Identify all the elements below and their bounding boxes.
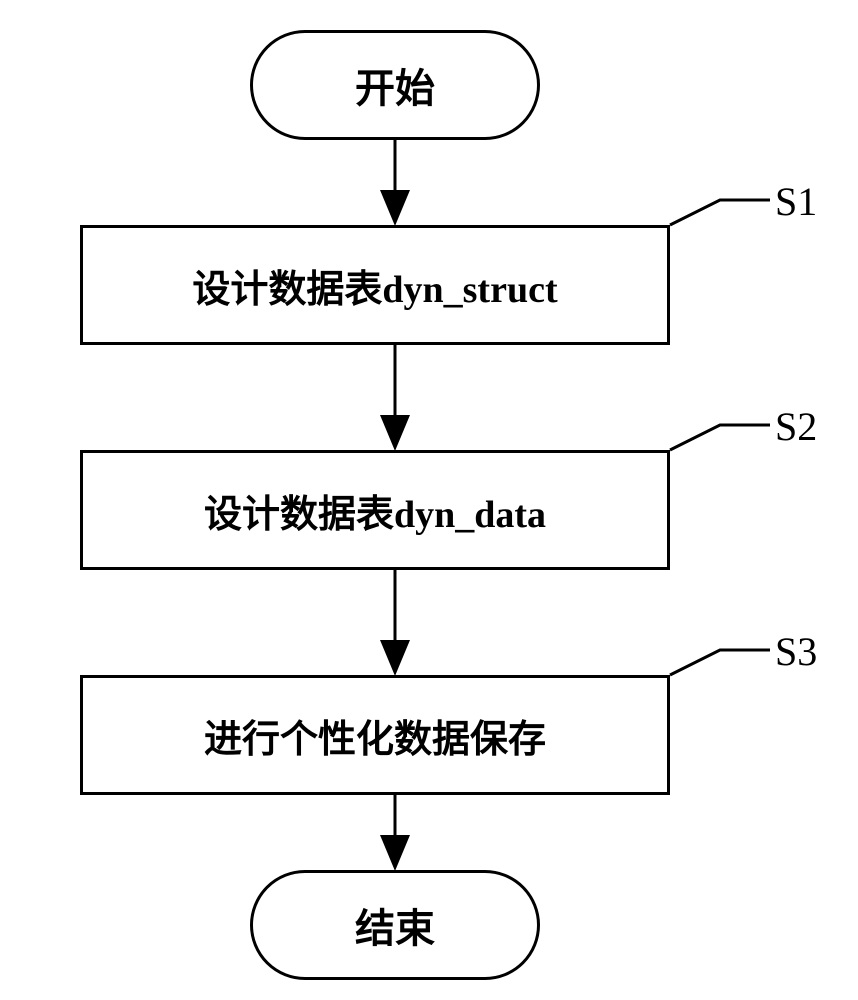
step-label-s3: S3 xyxy=(775,628,817,675)
flowchart-canvas: 开始 设计数据表dyn_struct 设计数据表dyn_data 进行个性化数据… xyxy=(0,0,858,1000)
start-label: 开始 xyxy=(355,56,435,114)
end-label: 结束 xyxy=(355,896,435,954)
start-node: 开始 xyxy=(250,30,540,140)
end-node: 结束 xyxy=(250,870,540,980)
callout-s3 xyxy=(670,650,770,675)
step-label-s1: S1 xyxy=(775,178,817,225)
callout-s1 xyxy=(670,200,770,225)
process-s3-label: 进行个性化数据保存 xyxy=(204,708,546,763)
callout-s2 xyxy=(670,425,770,450)
step-label-s2: S2 xyxy=(775,403,817,450)
process-s1-label: 设计数据表dyn_struct xyxy=(192,258,557,313)
process-s2-label: 设计数据表dyn_data xyxy=(204,483,546,538)
process-s1: 设计数据表dyn_struct xyxy=(80,225,670,345)
process-s2: 设计数据表dyn_data xyxy=(80,450,670,570)
process-s3: 进行个性化数据保存 xyxy=(80,675,670,795)
